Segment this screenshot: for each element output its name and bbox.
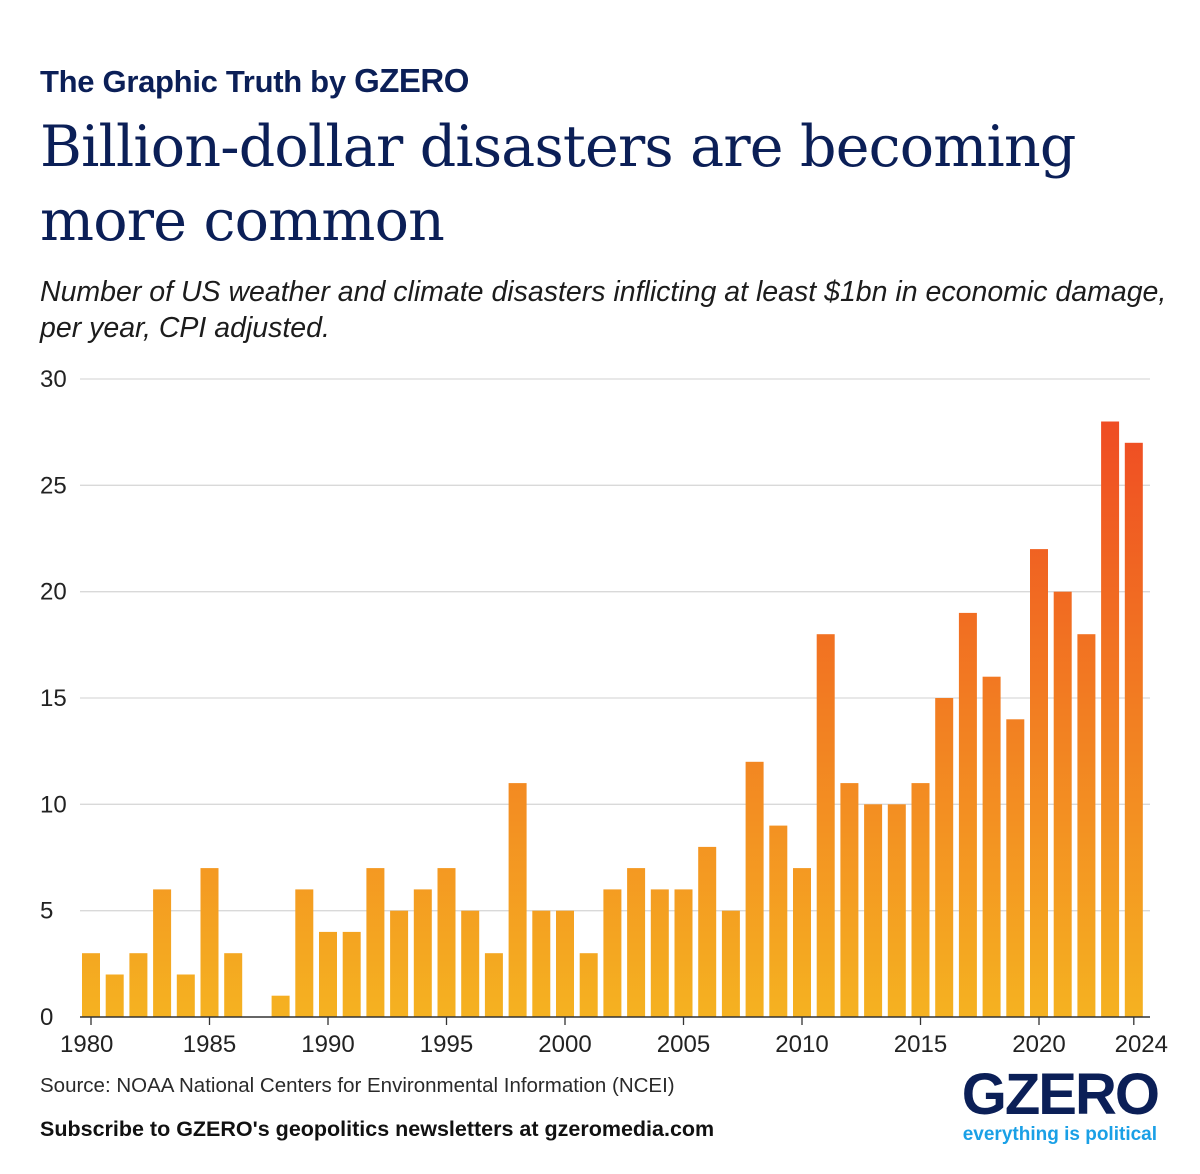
bar-2018	[983, 677, 1001, 1017]
y-tick-label: 10	[40, 791, 67, 818]
bar-2016	[935, 698, 953, 1017]
subscribe-link[interactable]: Subscribe to GZERO's geopolitics newslet…	[40, 1117, 714, 1142]
y-tick-label: 20	[40, 579, 67, 606]
bar-1986	[224, 953, 242, 1017]
bar-2010	[793, 868, 811, 1017]
bar-1995	[438, 868, 456, 1017]
bar-2020	[1030, 549, 1048, 1017]
bar-2003	[627, 868, 645, 1017]
bar-2021	[1054, 592, 1072, 1017]
bar-2022	[1077, 634, 1095, 1017]
bar-2006	[698, 847, 716, 1017]
bar-2024	[1125, 443, 1143, 1017]
bar-2000	[556, 911, 574, 1017]
x-tick-label: 2020	[1012, 1031, 1065, 1058]
bar-2023	[1101, 422, 1119, 1018]
y-axis: 0 5 10 15 20 25 30	[40, 366, 67, 1031]
bar-1988	[272, 996, 290, 1017]
x-tick-label: 1980	[60, 1031, 113, 1058]
bar-2011	[817, 634, 835, 1017]
logo-word: GZERO	[962, 1066, 1158, 1124]
bar-1981	[106, 975, 124, 1018]
bars	[82, 422, 1143, 1018]
y-tick-label: 15	[40, 685, 67, 712]
x-tick-label: 1990	[301, 1031, 354, 1058]
bar-2007	[722, 911, 740, 1017]
bar-2012	[840, 783, 858, 1017]
bar-2014	[888, 804, 906, 1017]
bar-1997	[485, 953, 503, 1017]
y-tick-label: 0	[40, 1004, 53, 1031]
bar-1982	[129, 953, 147, 1017]
bar-1980	[82, 953, 100, 1017]
bar-1993	[390, 911, 408, 1017]
bar-2015	[912, 783, 930, 1017]
bar-1994	[414, 889, 432, 1017]
y-tick-label: 5	[40, 898, 53, 925]
bar-1991	[343, 932, 361, 1017]
bar-2001	[580, 953, 598, 1017]
y-tick-label: 25	[40, 472, 67, 499]
bar-1992	[366, 868, 384, 1017]
x-tick-label: 2010	[775, 1031, 828, 1058]
bar-1983	[153, 889, 171, 1017]
x-tick-label: 1995	[420, 1031, 473, 1058]
x-tick-label: 1985	[183, 1031, 236, 1058]
bar-2008	[746, 762, 764, 1017]
bar-1999	[532, 911, 550, 1017]
x-axis: 1980 1985 1990 1995 2000 2005 2010 2015 2020 2024	[60, 1017, 1168, 1058]
bar-1985	[201, 868, 219, 1017]
source-note: Source: NOAA National Centers for Enviro…	[40, 1074, 675, 1098]
logo-tagline: everything is political	[962, 1124, 1158, 1146]
y-tick-label: 30	[40, 366, 67, 393]
bar-1989	[295, 889, 313, 1017]
bar-1996	[461, 911, 479, 1017]
bar-2017	[959, 613, 977, 1017]
bar-2002	[603, 889, 621, 1017]
bar-2004	[651, 889, 669, 1017]
bar-2009	[769, 826, 787, 1017]
bar-1990	[319, 932, 337, 1017]
bar-1998	[509, 783, 527, 1017]
x-tick-label: 2015	[894, 1031, 947, 1058]
x-tick-label: 2000	[538, 1031, 591, 1058]
bar-1984	[177, 975, 195, 1018]
bar-2005	[675, 889, 693, 1017]
gzero-logo: GZERO everything is political	[962, 1066, 1158, 1146]
bar-2013	[864, 804, 882, 1017]
bar-2019	[1006, 719, 1024, 1017]
x-tick-label: 2005	[657, 1031, 710, 1058]
x-tick-label: 2024	[1115, 1031, 1168, 1058]
bar-chart: 0 5 10 15 20 25 30 1980 1985 1990 1995 2000 2005 201…	[0, 0, 1200, 1070]
